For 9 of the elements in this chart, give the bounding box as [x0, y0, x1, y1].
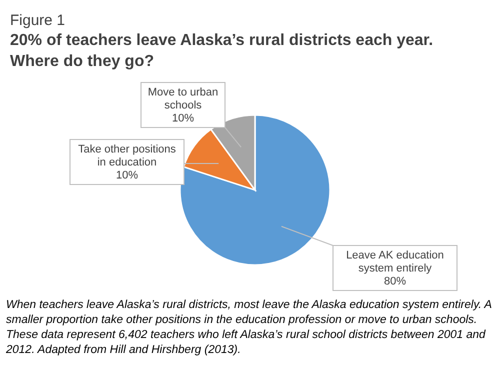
- data-label: 10%: [172, 112, 194, 124]
- slice-label: Move to urban schools: [148, 86, 218, 112]
- caption: Figure 1: [10, 12, 66, 29]
- data-label: 80%: [384, 276, 406, 288]
- data-label: 10%: [116, 170, 138, 182]
- slice-label: Take other positions in education: [78, 144, 176, 168]
- chart-title: 20% of teachers leave Alaska’s rural districts each year. Where do they go?: [10, 31, 434, 72]
- slice-label: Leave AK education system entirely: [346, 250, 444, 274]
- text: When teachers leave Alaska’s rural districts, most leave the Alaska education system entirely. A smaller proportion take other positions in the education profession or move to urban schools. These data represent 6,402 teachers who left Alaska’s rural school districts between 2001 and 2012. Adapted from Hill and Hirshberg (2013).: [6, 298, 493, 358]
